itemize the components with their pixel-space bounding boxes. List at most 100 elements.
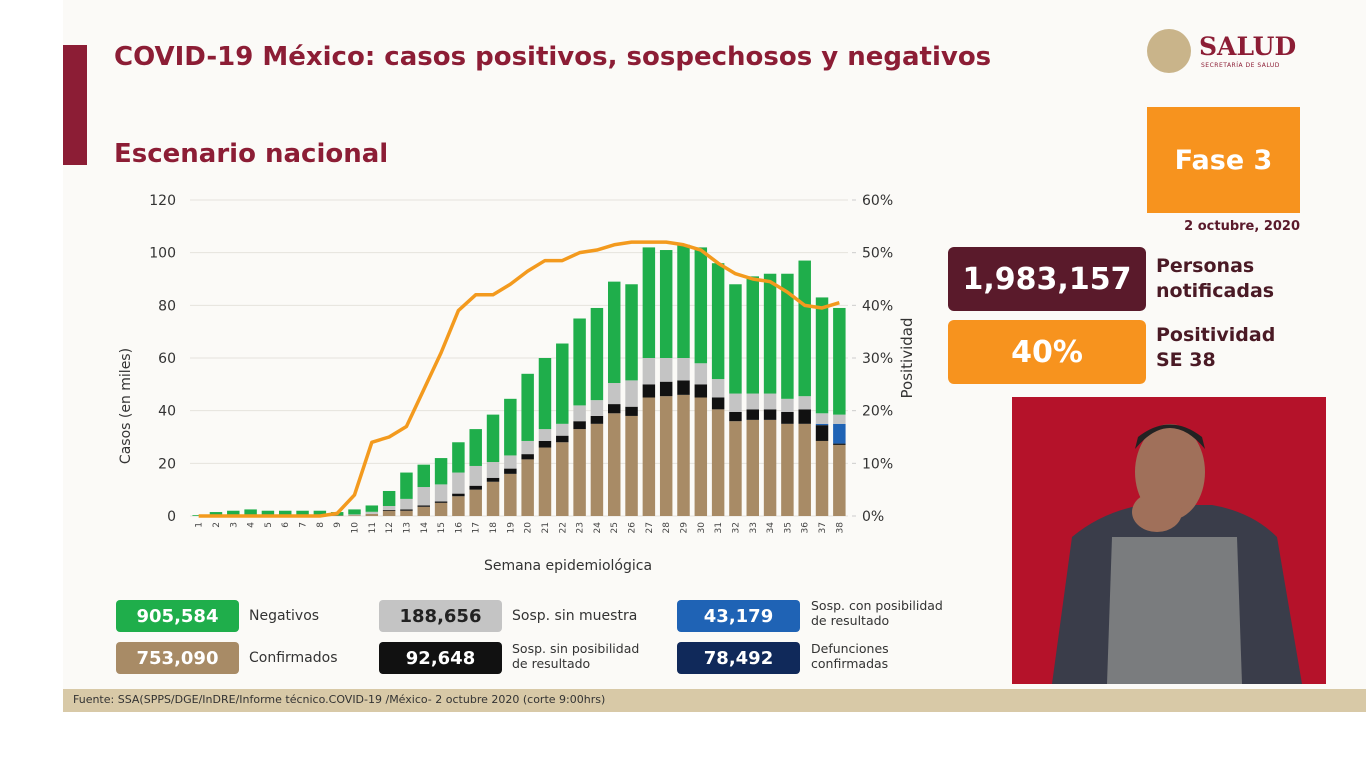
legend-label: Confirmados	[249, 650, 338, 666]
bar-segment	[763, 409, 777, 420]
bar-segment	[833, 443, 846, 445]
x-tick-label: 10	[351, 522, 361, 534]
bar-segment	[815, 423, 829, 426]
legend-label: Sosp. con posibilidad de resultado	[811, 598, 943, 628]
bar-segment	[608, 281, 621, 384]
x-tick-label: 27	[645, 522, 655, 533]
logo: SALUD	[1199, 32, 1297, 61]
x-tick-label: 24	[593, 522, 603, 534]
bar-segment	[469, 465, 482, 486]
bar-segment	[365, 513, 379, 516]
bar-segment	[833, 444, 846, 516]
bar-segment	[504, 398, 517, 456]
bar-segment	[417, 487, 430, 506]
y-tick-label: 20	[158, 456, 176, 472]
x-tick-label: 20	[524, 522, 534, 534]
x-tick-label: 28	[662, 522, 672, 534]
bar-segment	[556, 442, 569, 516]
source: Fuente: SSA(SPPS/DGE/InDRE/Informe técni…	[73, 693, 606, 706]
x-tick-label: 6	[281, 522, 291, 528]
bar-segment	[400, 472, 413, 499]
x-tick-label: 13	[402, 522, 412, 533]
bar-segment	[244, 509, 257, 516]
x-tick-label: 3	[229, 522, 239, 528]
bar-segment	[746, 276, 759, 394]
bar-segment	[330, 515, 344, 516]
interpreter-figure	[1052, 424, 1302, 684]
accent-bar	[63, 45, 87, 165]
x-tick-label: 25	[610, 522, 620, 533]
x-tick-label: 18	[489, 522, 499, 534]
bar-segment	[538, 358, 552, 430]
logo-subtitle: SECRETARÍA DE SALUD	[1201, 62, 1280, 69]
bar-segment	[504, 468, 517, 474]
bar-segment	[209, 512, 223, 516]
bar-segment	[711, 397, 725, 410]
bar-segment	[711, 379, 725, 398]
bar-segment	[296, 510, 309, 516]
x-tick-label: 26	[628, 522, 638, 534]
bar-segment	[642, 358, 656, 385]
bar-segment	[504, 455, 517, 469]
bar-segment	[798, 409, 811, 424]
x-tick-label: 29	[680, 522, 690, 534]
x-axis-label: Semana epidemiológica	[484, 558, 652, 574]
bar-segment	[400, 498, 413, 510]
bar-segment	[677, 358, 690, 381]
y-tick-label: 100	[149, 246, 176, 262]
bar-segment	[781, 273, 794, 399]
bar-segment	[781, 411, 794, 424]
x-tick-label: 31	[714, 522, 724, 533]
bar-segment	[365, 505, 379, 512]
bar-segment	[833, 414, 846, 424]
bar-segment	[452, 493, 465, 497]
bar-segment	[677, 244, 690, 358]
bar-segment	[486, 462, 500, 478]
total-box: 43,179	[677, 600, 800, 632]
bar-segment	[279, 510, 292, 516]
subtitle: Escenario nacional	[114, 139, 389, 169]
bar-segment	[590, 423, 604, 516]
bar-segment	[659, 250, 673, 358]
total-box: 905,584	[116, 600, 239, 632]
bar-segment	[833, 423, 846, 444]
x-tick-label: 34	[766, 522, 776, 534]
bar-segment	[729, 421, 742, 516]
x-tick-label: 32	[731, 522, 741, 533]
bar-segment	[227, 510, 240, 516]
bar-segment	[434, 458, 448, 485]
bar-segment	[486, 481, 500, 516]
bar-segment	[417, 464, 430, 488]
bar-segment	[833, 307, 846, 415]
y-tick-label: 40	[158, 404, 176, 420]
stat-value: 1,983,157	[948, 247, 1146, 311]
bar-segment	[556, 343, 569, 424]
bar-segment	[504, 473, 517, 516]
bar-segment	[815, 413, 829, 424]
x-tick-label: 4	[247, 522, 257, 528]
bar-segment	[521, 440, 534, 455]
bar-segment	[348, 515, 361, 516]
bar-segment	[590, 307, 604, 401]
bar-segment	[763, 393, 777, 410]
x-tick-label: 15	[437, 522, 447, 533]
total-box: 92,648	[379, 642, 502, 674]
bar-segment	[694, 384, 708, 398]
bar-segment	[434, 501, 448, 503]
y-tick-label: 120	[149, 193, 176, 209]
bar-segment	[538, 440, 552, 448]
y2-tick-label: 10%	[862, 456, 893, 472]
bar-segment	[781, 398, 794, 412]
bar-segment	[746, 419, 759, 516]
bar-segment	[313, 510, 327, 516]
y2-tick-label: 40%	[862, 298, 893, 314]
bar-segment	[763, 273, 777, 394]
x-tick-label: 7	[299, 522, 309, 528]
hair	[1135, 424, 1205, 449]
bar-segment	[486, 477, 500, 482]
legend-label: Sosp. sin posibilidad de resultado	[512, 641, 640, 671]
x-tick-label: 11	[368, 522, 378, 533]
x-tick-label: 17	[472, 522, 482, 533]
bar-segment	[608, 383, 621, 405]
